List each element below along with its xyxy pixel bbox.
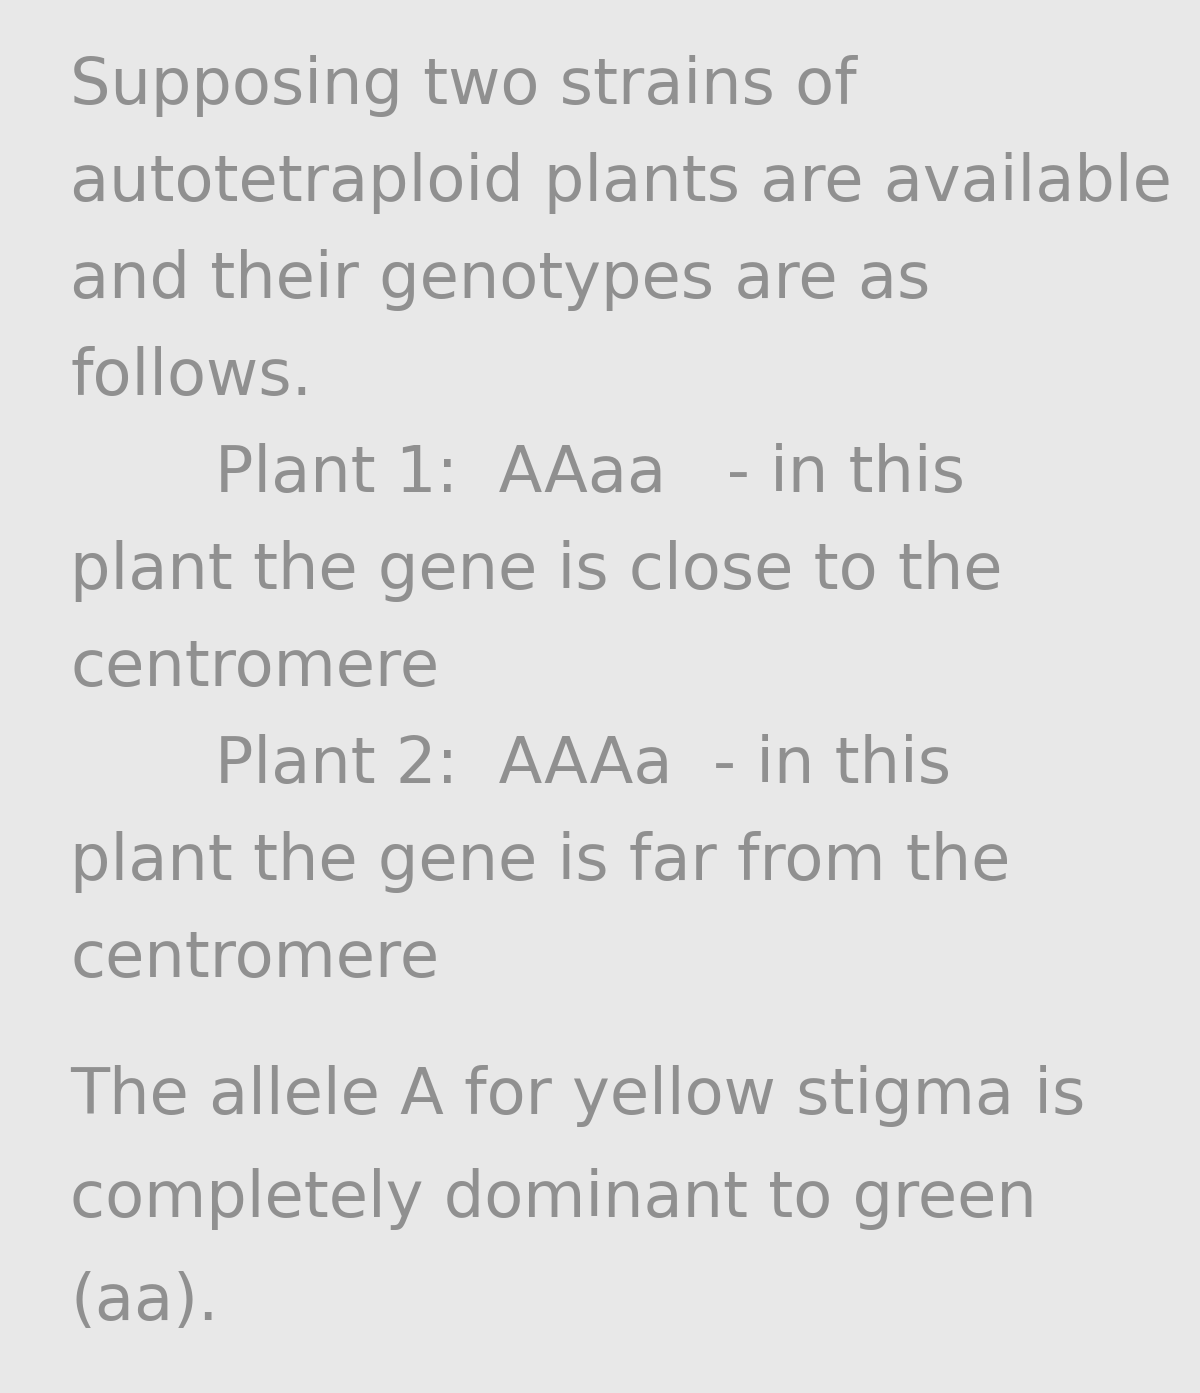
Text: Plant 1:  AAaa   - in this: Plant 1: AAaa - in this	[215, 443, 965, 506]
Text: completely dominant to green: completely dominant to green	[70, 1167, 1037, 1230]
Text: centromere: centromere	[70, 928, 439, 990]
Text: and their genotypes are as: and their genotypes are as	[70, 249, 930, 311]
Text: Plant 2:  AAAa  - in this: Plant 2: AAAa - in this	[215, 734, 952, 795]
Text: follows.: follows.	[70, 345, 312, 408]
Text: autotetraploid plants are available: autotetraploid plants are available	[70, 152, 1172, 215]
Text: Supposing two strains of: Supposing two strains of	[70, 54, 857, 117]
Text: plant the gene is far from the: plant the gene is far from the	[70, 832, 1010, 893]
Text: The allele A for yellow stigma is: The allele A for yellow stigma is	[70, 1066, 1085, 1127]
Text: (aa).: (aa).	[70, 1270, 218, 1333]
Text: centromere: centromere	[70, 637, 439, 699]
Text: plant the gene is close to the: plant the gene is close to the	[70, 540, 1002, 602]
